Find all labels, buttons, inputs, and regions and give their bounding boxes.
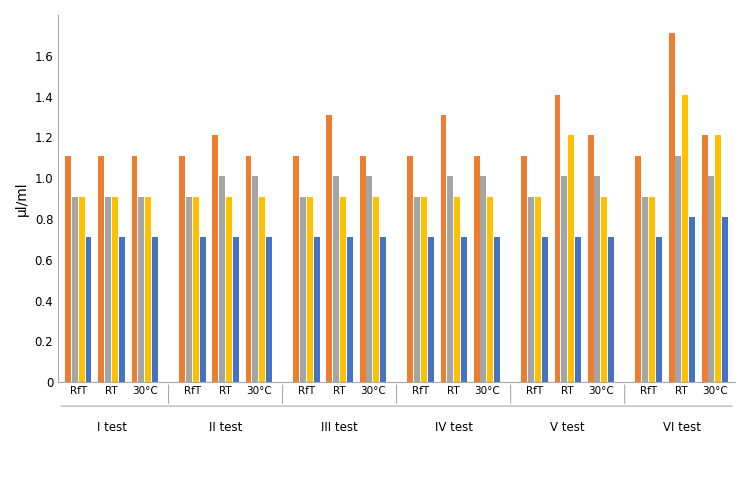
- Bar: [473, 156, 479, 382]
- Bar: [561, 176, 567, 382]
- Bar: [649, 197, 655, 382]
- Bar: [186, 197, 192, 382]
- Bar: [380, 238, 386, 382]
- Bar: [460, 238, 466, 382]
- Bar: [98, 156, 104, 382]
- Bar: [131, 156, 137, 382]
- Bar: [656, 238, 662, 382]
- Text: II test: II test: [209, 421, 242, 434]
- Bar: [521, 156, 527, 382]
- Text: VI test: VI test: [663, 421, 700, 434]
- Bar: [568, 135, 574, 382]
- Bar: [300, 197, 306, 382]
- Bar: [574, 238, 580, 382]
- Bar: [72, 197, 78, 382]
- Bar: [682, 95, 688, 382]
- Bar: [602, 197, 607, 382]
- Bar: [200, 238, 206, 382]
- Text: I test: I test: [97, 421, 127, 434]
- Bar: [152, 238, 157, 382]
- Text: III test: III test: [321, 421, 358, 434]
- Bar: [542, 238, 548, 382]
- Bar: [494, 238, 500, 382]
- Bar: [440, 115, 446, 382]
- Y-axis label: μl/ml: μl/ml: [15, 181, 29, 216]
- Bar: [480, 176, 486, 382]
- Bar: [326, 115, 332, 382]
- Bar: [65, 156, 71, 382]
- Bar: [595, 176, 600, 382]
- Bar: [709, 176, 714, 382]
- Bar: [138, 197, 144, 382]
- Bar: [340, 197, 346, 382]
- Bar: [722, 217, 728, 382]
- Text: IV test: IV test: [434, 421, 472, 434]
- Bar: [716, 135, 721, 382]
- Bar: [407, 156, 413, 382]
- Bar: [359, 156, 365, 382]
- Bar: [675, 156, 681, 382]
- Bar: [226, 197, 232, 382]
- Bar: [266, 238, 272, 382]
- Bar: [86, 238, 92, 382]
- Bar: [642, 197, 648, 382]
- Bar: [366, 176, 372, 382]
- Bar: [554, 95, 560, 382]
- Bar: [118, 238, 124, 382]
- Bar: [535, 197, 541, 382]
- Bar: [588, 135, 593, 382]
- Bar: [608, 238, 613, 382]
- Bar: [105, 197, 111, 382]
- Bar: [528, 197, 534, 382]
- Bar: [179, 156, 185, 382]
- Bar: [414, 197, 420, 382]
- Bar: [252, 176, 258, 382]
- Bar: [219, 176, 225, 382]
- Bar: [212, 135, 218, 382]
- Bar: [333, 176, 339, 382]
- Bar: [245, 156, 251, 382]
- Bar: [487, 197, 493, 382]
- Bar: [145, 197, 151, 382]
- Bar: [635, 156, 641, 382]
- Bar: [232, 238, 238, 382]
- Bar: [346, 238, 352, 382]
- Bar: [293, 156, 299, 382]
- Bar: [307, 197, 313, 382]
- Bar: [259, 197, 265, 382]
- Bar: [373, 197, 379, 382]
- Bar: [454, 197, 460, 382]
- Bar: [79, 197, 85, 382]
- Bar: [427, 238, 433, 382]
- Bar: [193, 197, 199, 382]
- Bar: [112, 197, 118, 382]
- Text: V test: V test: [550, 421, 585, 434]
- Bar: [702, 135, 707, 382]
- Bar: [421, 197, 427, 382]
- Bar: [447, 176, 453, 382]
- Bar: [688, 217, 694, 382]
- Bar: [314, 238, 320, 382]
- Bar: [668, 33, 674, 382]
